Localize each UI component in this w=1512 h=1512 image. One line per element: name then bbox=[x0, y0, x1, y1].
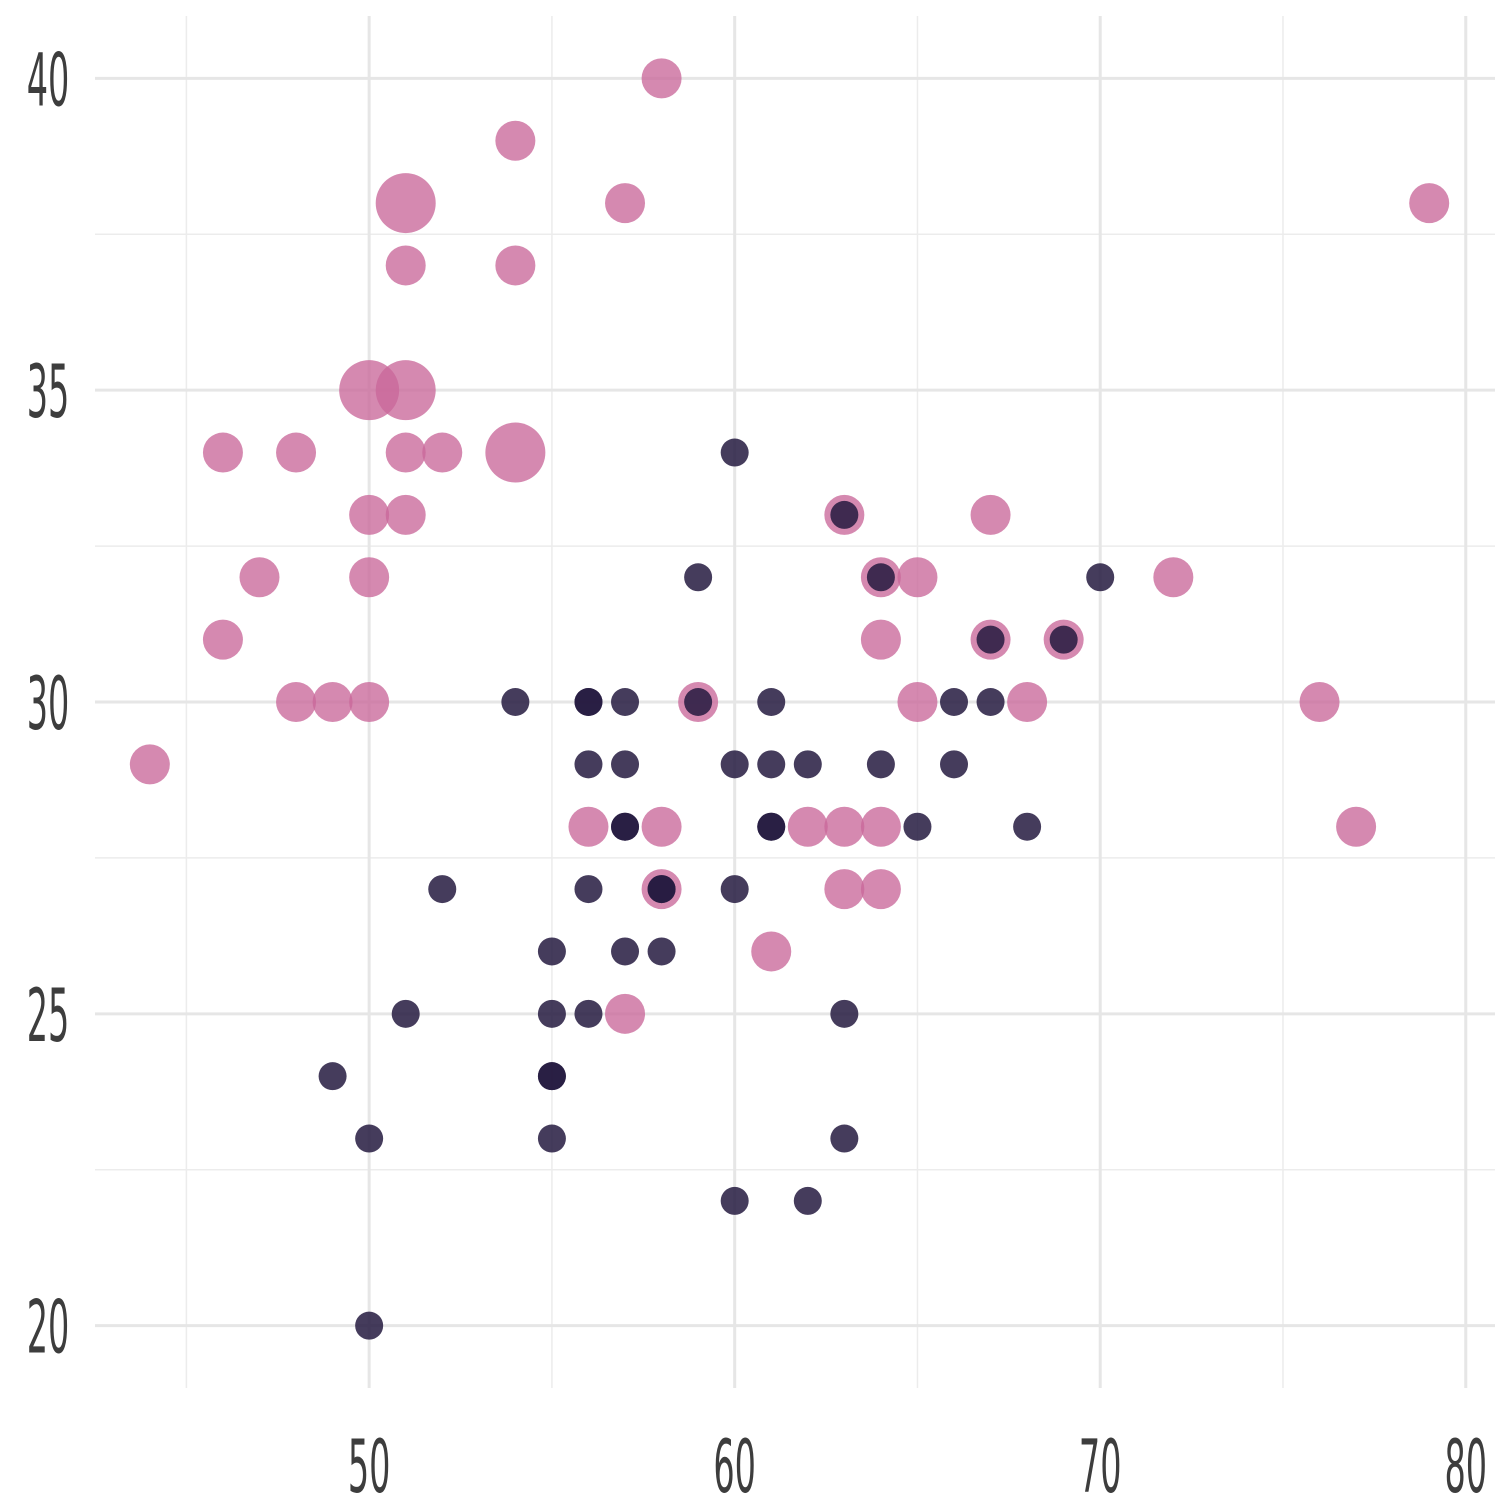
y-axis-tick-labels: 20 25 30 35 40 bbox=[27, 39, 70, 1371]
data-point bbox=[385, 494, 426, 535]
data-point bbox=[1409, 183, 1450, 224]
data-point bbox=[349, 682, 390, 722]
data-point bbox=[428, 875, 457, 904]
data-point bbox=[611, 688, 640, 716]
data-point bbox=[787, 806, 828, 847]
data-point bbox=[495, 120, 536, 161]
x-tick-label: 60 bbox=[713, 1425, 756, 1510]
data-point bbox=[276, 682, 317, 722]
data-point bbox=[239, 557, 280, 598]
data-point bbox=[1336, 806, 1377, 847]
data-point bbox=[318, 1062, 347, 1091]
data-point bbox=[349, 494, 390, 535]
x-axis-tick-labels: 50 60 70 80 bbox=[348, 1425, 1487, 1510]
data-point bbox=[375, 360, 436, 421]
data-point bbox=[720, 875, 749, 904]
data-point bbox=[866, 563, 895, 592]
data-point bbox=[391, 999, 420, 1028]
data-point bbox=[537, 999, 566, 1028]
x-tick-label: 70 bbox=[1079, 1425, 1122, 1510]
data-point bbox=[684, 688, 713, 716]
data-point bbox=[757, 812, 786, 841]
data-point bbox=[349, 557, 390, 598]
data-point bbox=[647, 937, 676, 966]
data-point bbox=[501, 688, 530, 716]
data-point bbox=[860, 869, 901, 910]
data-point bbox=[537, 1062, 566, 1091]
data-point bbox=[897, 682, 938, 722]
data-point bbox=[537, 1124, 566, 1153]
data-point bbox=[720, 1186, 749, 1215]
data-point bbox=[793, 750, 822, 779]
data-point bbox=[611, 750, 640, 779]
data-point bbox=[866, 750, 895, 779]
data-points bbox=[129, 58, 1450, 1340]
data-point bbox=[757, 688, 786, 716]
data-point bbox=[897, 557, 938, 598]
data-point bbox=[720, 438, 749, 467]
data-point bbox=[611, 812, 640, 841]
data-point bbox=[860, 806, 901, 847]
data-point bbox=[375, 173, 436, 234]
data-point bbox=[276, 432, 317, 473]
data-point bbox=[202, 619, 243, 660]
y-tick-label: 25 bbox=[27, 974, 70, 1059]
data-point bbox=[355, 1311, 384, 1340]
data-point bbox=[1153, 557, 1194, 598]
data-point bbox=[1007, 682, 1048, 722]
data-point bbox=[824, 806, 865, 847]
data-point bbox=[684, 563, 713, 592]
data-point bbox=[940, 688, 969, 716]
data-point bbox=[976, 625, 1005, 654]
data-point bbox=[1013, 812, 1042, 841]
data-point bbox=[355, 1124, 384, 1153]
data-point bbox=[129, 744, 170, 785]
data-point bbox=[830, 999, 859, 1028]
data-point bbox=[1299, 682, 1340, 722]
x-tick-label: 80 bbox=[1444, 1425, 1487, 1510]
data-point bbox=[830, 1124, 859, 1153]
data-point bbox=[976, 688, 1005, 716]
y-tick-label: 20 bbox=[27, 1286, 70, 1371]
data-point bbox=[312, 682, 353, 722]
data-point bbox=[537, 937, 566, 966]
data-point bbox=[605, 183, 646, 224]
data-point bbox=[830, 500, 859, 529]
data-point bbox=[568, 806, 609, 847]
data-point bbox=[757, 750, 786, 779]
data-point bbox=[793, 1186, 822, 1215]
data-point bbox=[720, 750, 749, 779]
data-point bbox=[485, 422, 546, 483]
x-tick-label: 50 bbox=[348, 1425, 391, 1510]
grid-lines bbox=[95, 16, 1495, 1388]
data-point bbox=[385, 432, 426, 473]
data-point bbox=[385, 245, 426, 286]
y-tick-label: 40 bbox=[27, 39, 70, 124]
data-point bbox=[1086, 563, 1115, 592]
data-point bbox=[422, 432, 463, 473]
data-point bbox=[970, 494, 1011, 535]
y-tick-label: 30 bbox=[27, 662, 70, 747]
data-point bbox=[574, 688, 603, 716]
data-point bbox=[611, 937, 640, 966]
data-point bbox=[903, 812, 932, 841]
y-tick-label: 35 bbox=[27, 350, 70, 435]
data-point bbox=[940, 750, 969, 779]
data-point bbox=[605, 993, 646, 1034]
data-point bbox=[824, 869, 865, 910]
data-point bbox=[1049, 625, 1078, 654]
data-point bbox=[574, 999, 603, 1028]
data-point bbox=[860, 619, 901, 660]
data-point bbox=[202, 432, 243, 473]
data-point bbox=[641, 58, 682, 99]
data-point bbox=[574, 750, 603, 779]
data-point bbox=[495, 245, 536, 286]
data-point bbox=[647, 875, 676, 904]
data-point bbox=[641, 806, 682, 847]
data-point bbox=[751, 931, 792, 972]
data-point bbox=[574, 875, 603, 904]
